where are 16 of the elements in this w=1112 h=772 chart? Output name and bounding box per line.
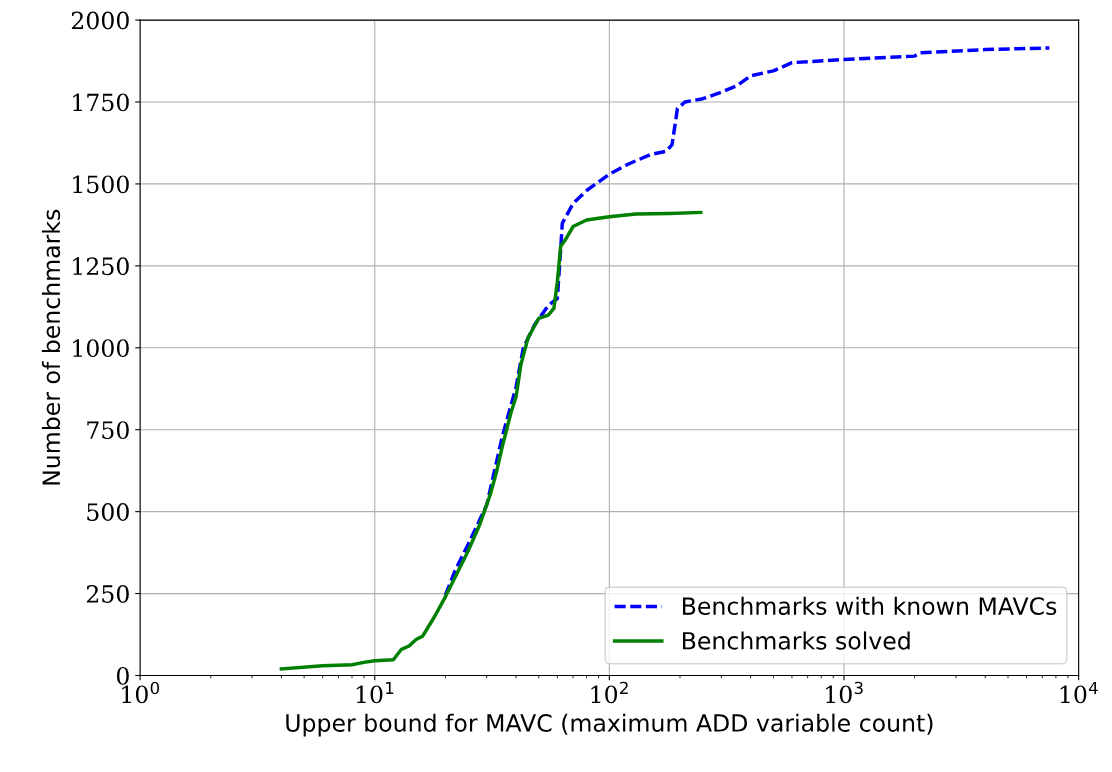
x-tick-label: 10$^{1}$ — [356, 681, 394, 704]
y-tick-label: 750 — [87, 421, 129, 440]
x-tick-label: 10$^{4}$ — [1060, 681, 1098, 704]
x-tick-label: 10$^{2}$ — [591, 681, 628, 704]
legend-label: Benchmarks solved — [683, 631, 910, 650]
y-tick-label: 1250 — [73, 257, 129, 276]
legend-label: Benchmarks with known MAVCs — [683, 596, 1057, 616]
y-tick-label: 500 — [87, 503, 129, 521]
y-tick-label: 1500 — [73, 175, 129, 194]
y-tick-label: 1750 — [73, 93, 129, 112]
y-tick-label: 1000 — [73, 339, 129, 358]
y-tick-label: 2000 — [71, 11, 129, 30]
y-axis-title: Number of benchmarks — [41, 209, 61, 485]
x-tick-label: 10$^{3}$ — [826, 681, 863, 704]
y-tick-label: 250 — [86, 585, 129, 603]
x-axis-title: Upper bound for MAVC (maximum ADD variable count) — [286, 713, 933, 737]
